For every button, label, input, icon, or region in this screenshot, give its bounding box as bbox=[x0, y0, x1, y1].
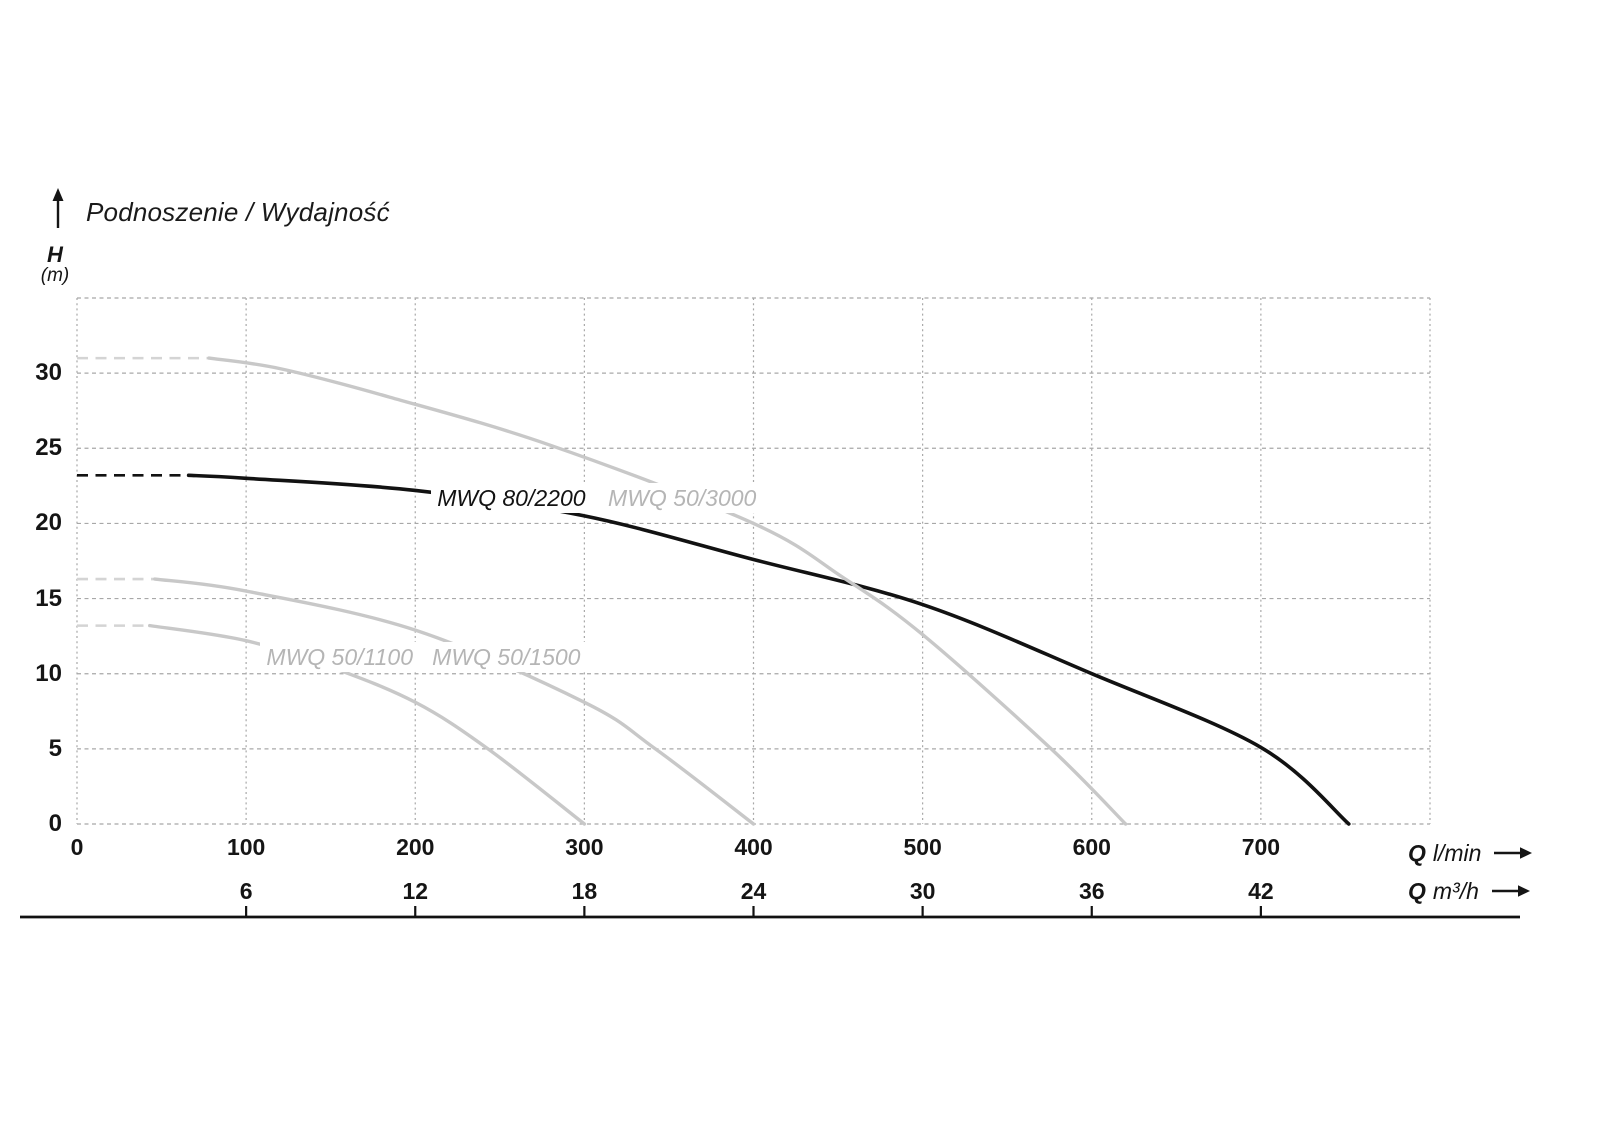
q-symbol-m3h: Q bbox=[1408, 877, 1426, 904]
x-tick-label-lmin: 200 bbox=[396, 834, 435, 860]
x-axis-label-m3h: Q m³/h bbox=[1408, 877, 1530, 905]
x-tick-label-lmin: 700 bbox=[1241, 834, 1281, 860]
curve-label-mwq-50-3000: MWQ 50/3000 bbox=[602, 482, 763, 513]
x-tick-label-m3h: 36 bbox=[1078, 878, 1105, 904]
curve-label-mwq-50-1500: MWQ 50/1500 bbox=[426, 642, 587, 673]
y-tick-label: 10 bbox=[35, 659, 62, 687]
y-axis-unit-label: (m) bbox=[40, 265, 70, 286]
up-arrow-icon bbox=[52, 188, 64, 228]
x-tick-label-lmin: 0 bbox=[70, 834, 84, 860]
x-axis-label-lmin: Q l/min bbox=[1408, 839, 1533, 867]
right-arrow-icon bbox=[1494, 847, 1533, 859]
x-tick-label-m3h: 6 bbox=[239, 878, 253, 904]
q-unit-lmin: l/min bbox=[1432, 839, 1482, 866]
y-tick-label: 5 bbox=[48, 734, 62, 762]
chart-title: Podnoszenie / Wydajność bbox=[86, 197, 390, 227]
y-tick-label: 15 bbox=[35, 584, 62, 612]
x-tick-label-lmin: 400 bbox=[734, 834, 773, 860]
curve-mwq-50-1500 bbox=[153, 577, 756, 826]
q-unit-m3h: m³/h bbox=[1432, 877, 1479, 904]
curve-mwq-50-3000 bbox=[207, 356, 1128, 826]
curve-mwq-80-2200 bbox=[186, 473, 1351, 826]
y-tick-label: 20 bbox=[35, 509, 62, 537]
y-tick-label: 25 bbox=[35, 434, 62, 462]
x-tick-label-lmin: 100 bbox=[226, 834, 266, 860]
y-axis-quantity-label: H bbox=[47, 242, 63, 267]
right-arrow-icon bbox=[1491, 885, 1530, 897]
y-tick-label: 0 bbox=[48, 810, 62, 837]
x-tick-label-m3h: 18 bbox=[571, 878, 598, 904]
x-tick-label-lmin: 600 bbox=[1072, 834, 1111, 860]
x-tick-label-lmin: 500 bbox=[903, 834, 942, 860]
x-tick-label-m3h: 30 bbox=[909, 878, 936, 904]
curve-label-mwq-80-2200: MWQ 80/2200 bbox=[431, 482, 592, 513]
x-tick-label-m3h: 12 bbox=[402, 878, 429, 904]
x-tick-label-m3h: 24 bbox=[740, 878, 767, 904]
curve-mwq-50-1100 bbox=[148, 623, 587, 826]
x-tick-label-lmin: 300 bbox=[565, 834, 604, 860]
q-symbol-lmin: Q bbox=[1408, 839, 1426, 866]
y-tick-label: 30 bbox=[35, 359, 62, 387]
x-tick-label-m3h: 42 bbox=[1248, 878, 1274, 904]
curve-label-mwq-50-1100: MWQ 50/1100 bbox=[260, 642, 419, 673]
